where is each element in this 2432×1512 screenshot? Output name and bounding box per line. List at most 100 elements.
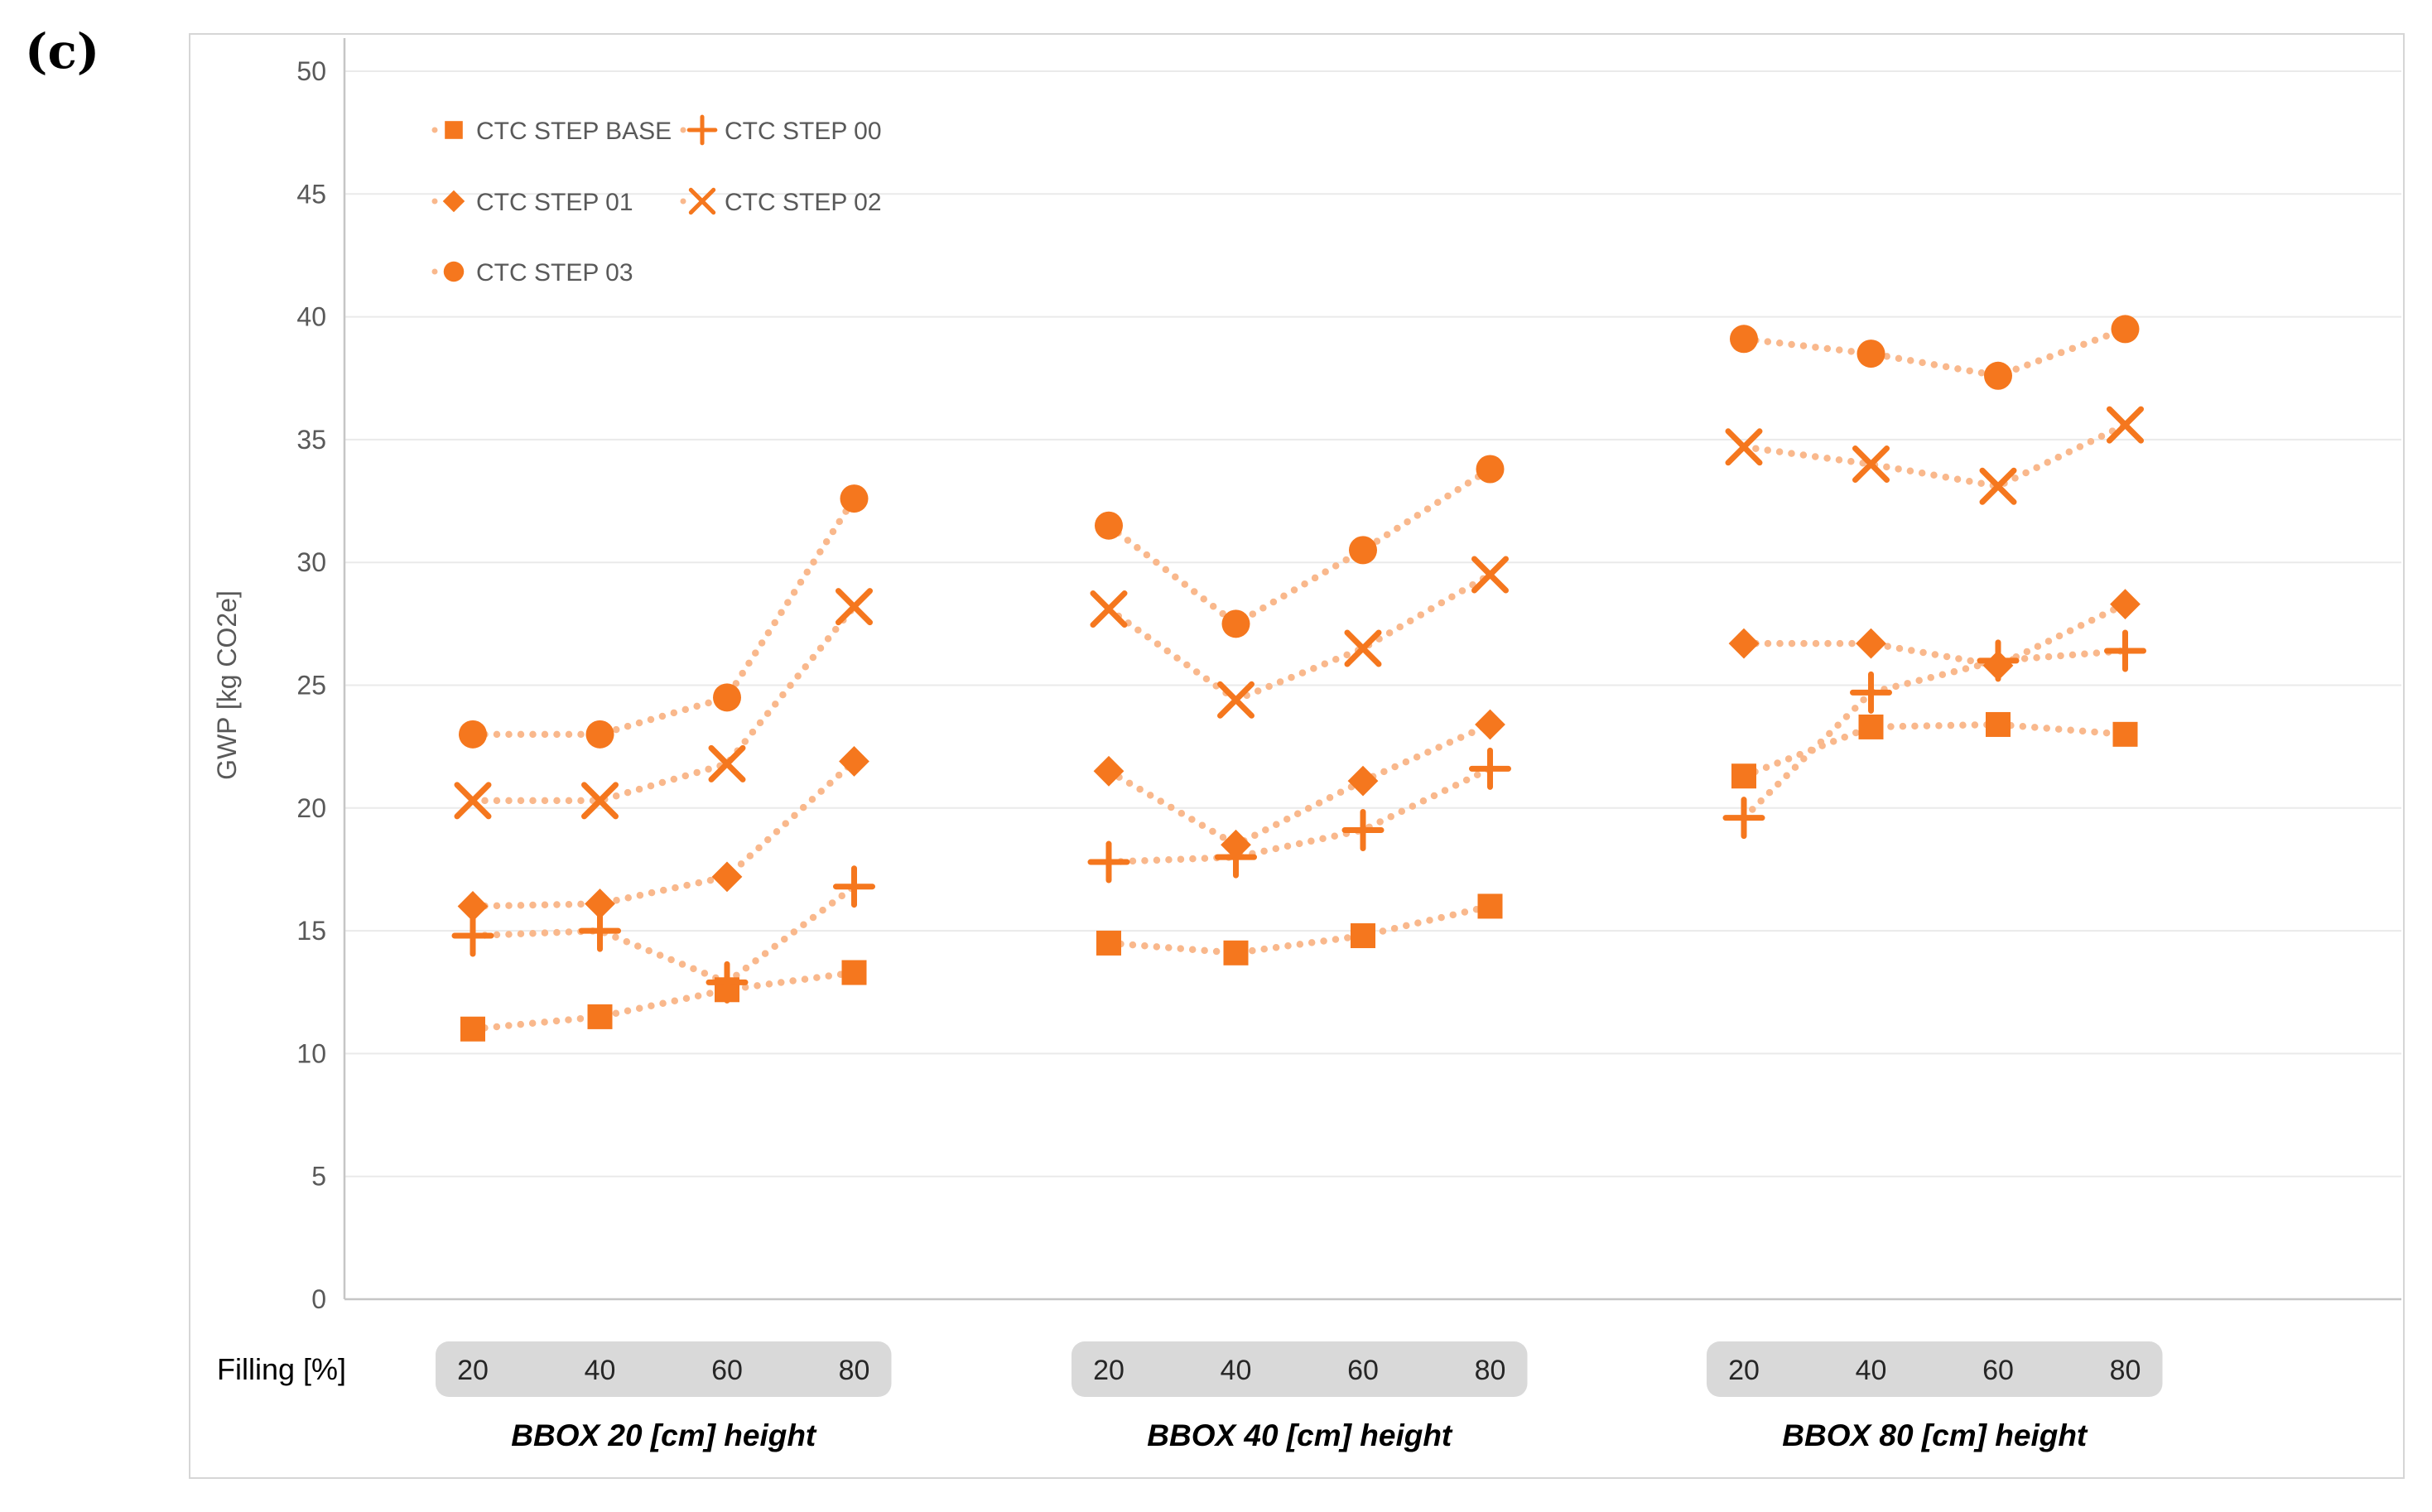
- data-point-ctc-step-base-g2-40: [1223, 940, 1249, 965]
- data-point-ctc-step-03-g3-80: [2111, 315, 2140, 344]
- series-markers-ctc-step-base: [460, 711, 2138, 1042]
- data-point-ctc-step-02-g1-60: [708, 744, 746, 782]
- legend-item-ctc-step-03: CTC STEP 03: [431, 259, 633, 287]
- data-point-ctc-step-00-g2-80: [1469, 747, 1511, 790]
- data-point-ctc-step-base-g3-20: [1731, 763, 1756, 789]
- group-title: BBOX 80 [cm] height: [1782, 1418, 2088, 1452]
- filling-tick-label: 20: [1728, 1355, 1760, 1386]
- series-markers-ctc-step-01: [457, 589, 2141, 922]
- data-point-ctc-step-02-g3-20: [1725, 428, 1763, 466]
- data-point-ctc-step-03-g2-20: [1095, 511, 1123, 540]
- data-point-ctc-step-00-g1-60: [706, 961, 749, 1004]
- svg-text:30: 30: [296, 547, 326, 577]
- filling-tick-label: 60: [1347, 1355, 1379, 1386]
- data-point-ctc-step-02-g2-80: [1471, 556, 1509, 594]
- data-point-ctc-step-00-g1-80: [833, 865, 875, 908]
- y-axis-tick-labels: 0 5 10 15 20 25 30 35 40 45 50: [296, 56, 326, 1314]
- data-point-ctc-step-02-g1-20: [454, 782, 492, 820]
- circle-marker-icon: [443, 261, 465, 282]
- data-point-ctc-step-01-g3-20: [1728, 628, 1760, 659]
- legend: CTC STEP BASE CTC STEP 00 CTC STEP 01 CTC S…: [431, 114, 882, 287]
- legend-dotted-stub: [431, 127, 438, 133]
- data-point-ctc-step-01-g1-40: [585, 888, 615, 919]
- svg-text:20: 20: [296, 793, 326, 823]
- data-point-ctc-step-02-g3-60: [1979, 467, 2017, 505]
- svg-text:25: 25: [296, 671, 326, 701]
- data-point-ctc-step-03-g3-40: [1857, 339, 1885, 368]
- data-point-ctc-step-03-g2-60: [1349, 536, 1377, 565]
- data-point-ctc-step-02-g1-40: [581, 782, 619, 820]
- series-line-ctc-step-02: [469, 421, 2129, 805]
- series-markers-ctc-step-03: [459, 315, 2140, 749]
- gridlines: [343, 38, 2401, 1301]
- group-title: BBOX 20 [cm] height: [511, 1418, 817, 1452]
- data-point-ctc-step-01-g1-20: [457, 891, 489, 922]
- legend-item-ctc-step-00: CTC STEP 00: [680, 114, 882, 146]
- legend-label: CTC STEP 02: [725, 189, 882, 216]
- figure-panel-label: (c): [25, 23, 100, 79]
- square-marker-icon: [445, 121, 463, 139]
- legend-item-ctc-step-base: CTC STEP BASE: [431, 118, 672, 145]
- data-point-ctc-step-01-g2-60: [1347, 765, 1379, 797]
- data-point-ctc-step-03-g3-20: [1730, 325, 1758, 354]
- series-line-ctc-step-base: [469, 720, 2129, 1033]
- data-point-ctc-step-02-g2-60: [1344, 629, 1382, 667]
- data-point-ctc-step-base-g3-40: [1858, 714, 1884, 739]
- legend-item-ctc-step-01: CTC STEP 01: [431, 189, 633, 216]
- svg-text:0: 0: [311, 1284, 326, 1314]
- filling-tick-label: 40: [1856, 1355, 1887, 1386]
- legend-dotted-stub: [431, 268, 438, 275]
- data-point-ctc-step-02-g1-80: [836, 588, 873, 626]
- data-point-ctc-step-03-g1-80: [840, 484, 869, 513]
- filling-band: [436, 1341, 892, 1397]
- legend-label: CTC STEP 00: [725, 118, 882, 145]
- data-point-ctc-step-base-g3-60: [1986, 711, 2011, 737]
- filling-tick-label: 80: [839, 1355, 870, 1386]
- data-point-ctc-step-03-g1-60: [713, 683, 741, 712]
- svg-text:15: 15: [296, 916, 326, 946]
- group-title: BBOX 40 [cm] height: [1147, 1418, 1453, 1452]
- data-point-ctc-step-base-g2-80: [1477, 893, 1503, 919]
- series-line-ctc-step-01: [469, 600, 2129, 910]
- svg-text:40: 40: [296, 302, 326, 332]
- legend-dotted-stub: [680, 198, 686, 205]
- filling-band: [1072, 1341, 1528, 1397]
- data-point-ctc-step-03-g2-40: [1221, 609, 1250, 638]
- series-lines: [469, 325, 2129, 1033]
- data-point-ctc-step-02-g3-80: [2107, 406, 2144, 444]
- filling-tick-label: 60: [1982, 1355, 2014, 1386]
- data-point-ctc-step-00-g2-60: [1341, 808, 1385, 851]
- data-point-ctc-step-00-g2-20: [1087, 840, 1130, 884]
- data-point-ctc-step-base-g1-20: [460, 1016, 485, 1042]
- data-point-ctc-step-01-g3-60: [1982, 650, 2014, 681]
- legend-label: CTC STEP BASE: [476, 118, 672, 145]
- data-point-ctc-step-00-g1-20: [451, 914, 494, 957]
- data-point-ctc-step-base-g2-20: [1096, 930, 1121, 956]
- series-line-ctc-step-03: [469, 325, 2129, 739]
- filling-tick-label: 60: [711, 1355, 743, 1386]
- svg-text:5: 5: [311, 1162, 326, 1192]
- x-axis-title: Filling [%]: [217, 1352, 346, 1386]
- y-axis-title: GWP [kg CO2e]: [212, 590, 242, 780]
- gwp-chart-svg: 0 5 10 15 20 25 30 35 40 45 50 GWP [kg CO2e] CTC STE…: [189, 33, 2405, 1479]
- legend-dotted-stub: [431, 198, 438, 205]
- legend-label: CTC STEP 01: [476, 189, 633, 216]
- data-point-ctc-step-base-g1-40: [587, 1004, 613, 1029]
- data-point-ctc-step-01-g2-80: [1475, 709, 1505, 740]
- filling-tick-label: 20: [1093, 1355, 1124, 1386]
- chart-panel: 0 5 10 15 20 25 30 35 40 45 50 GWP [kg CO2e] CTC STE…: [189, 33, 2405, 1479]
- chart-panel-border: [189, 33, 2405, 1479]
- legend-label: CTC STEP 03: [476, 259, 633, 287]
- svg-text:45: 45: [296, 179, 326, 209]
- data-point-ctc-step-02-g3-40: [1852, 445, 1890, 484]
- series-markers-ctc-step-02: [454, 406, 2144, 820]
- data-point-ctc-step-01-g1-60: [711, 861, 743, 893]
- filling-tick-label: 40: [585, 1355, 616, 1386]
- legend-item-ctc-step-02: CTC STEP 02: [680, 187, 882, 216]
- filling-tick-label: 80: [1475, 1355, 1506, 1386]
- data-point-ctc-step-02-g2-20: [1090, 590, 1128, 628]
- svg-text:10: 10: [296, 1038, 326, 1068]
- data-point-ctc-step-base-g3-80: [2112, 721, 2138, 747]
- data-point-ctc-step-03-g3-60: [1984, 361, 2012, 390]
